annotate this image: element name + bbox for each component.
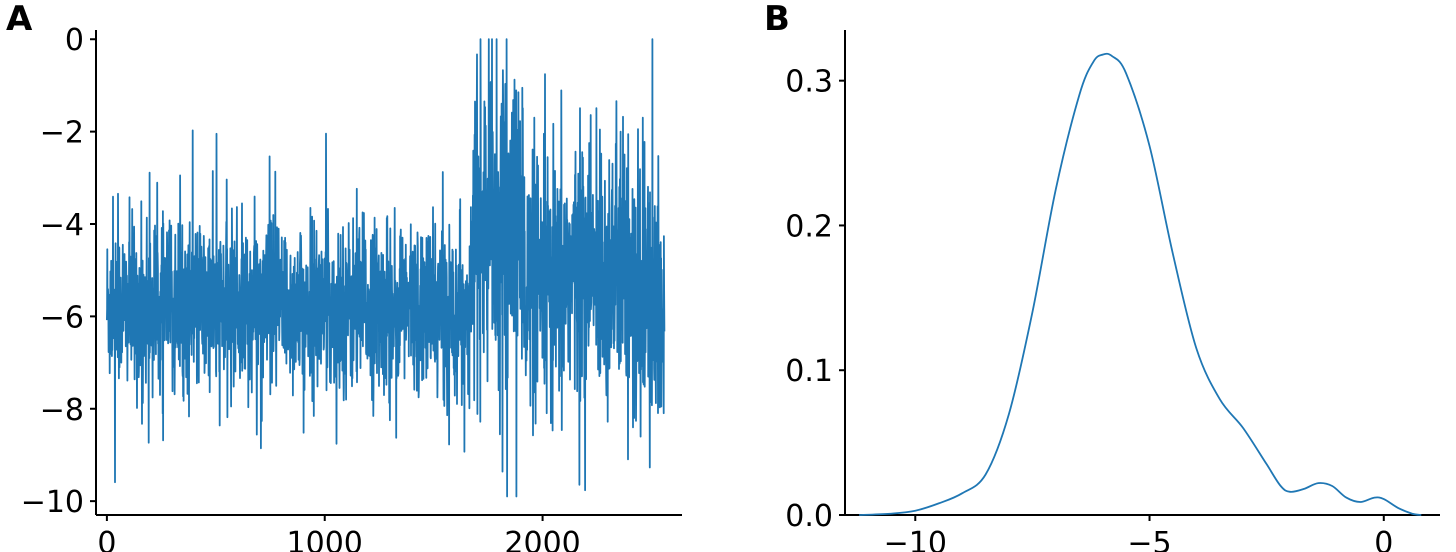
panel-label-b: B — [764, 0, 790, 39]
y-tick-label: 0.1 — [785, 354, 833, 389]
chart-b: −10 −5 0 0.0 0.1 0.2 0.3 — [785, 30, 1440, 552]
y-tick-label: −8 — [40, 393, 84, 428]
y-tick-label: −6 — [40, 300, 84, 335]
density-line — [859, 52, 1422, 516]
chart-a: 0 1000 2000 0 −2 −4 −6 −8 −10 — [21, 23, 682, 552]
y-tick-label: −4 — [40, 208, 84, 243]
y-tick-label: −10 — [21, 485, 84, 520]
x-tick-label: 1000 — [287, 526, 363, 552]
x-tick-label: −5 — [1127, 526, 1171, 552]
y-tick-label: −2 — [40, 116, 84, 151]
series-line — [106, 38, 666, 498]
x-tick-label: −10 — [884, 526, 947, 552]
y-tick-label: 0.2 — [785, 209, 833, 244]
x-tick-label: 0 — [1374, 526, 1393, 552]
x-tick-label: 0 — [97, 526, 116, 552]
panel-label-a: A — [6, 0, 33, 39]
y-tick-label: 0 — [65, 23, 84, 58]
x-tick-label: 2000 — [504, 526, 580, 552]
y-tick-label: 0.0 — [785, 499, 833, 534]
y-tick-label: 0.3 — [785, 65, 833, 100]
